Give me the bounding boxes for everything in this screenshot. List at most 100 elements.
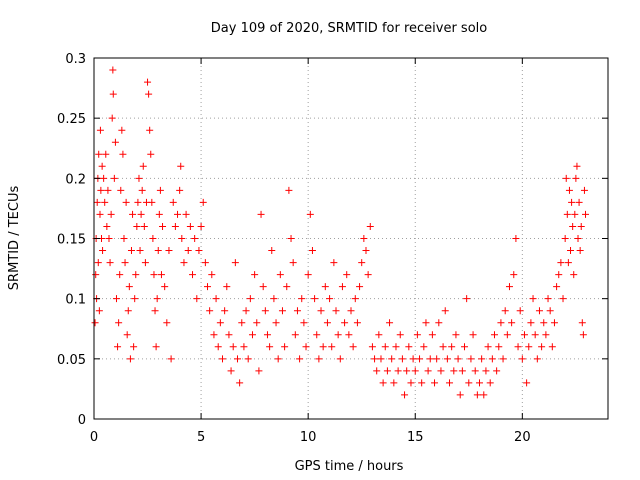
data-point [362,247,370,255]
data-point [130,343,138,351]
data-point [118,126,126,134]
data-point [571,210,579,218]
data-point [392,343,400,351]
y-axis-label: SRMTID / TECUs [7,186,22,291]
data-point [233,355,241,363]
data-point [293,307,301,315]
data-point [287,235,295,242]
data-point [525,343,533,351]
data-point [134,198,142,206]
data-point [567,247,575,255]
data-point [97,186,105,194]
data-point [379,379,387,387]
data-point [505,283,513,291]
data-point [450,367,458,375]
data-point [461,343,469,351]
data-point [501,307,509,315]
data-point [204,283,212,291]
data-point [149,235,157,242]
data-point [563,210,571,218]
data-point [336,355,344,363]
data-point [225,331,233,339]
data-point [291,331,299,339]
y-tick-label: 0.05 [57,353,86,368]
data-point [448,343,456,351]
data-point [140,222,148,230]
y-tick-label: 0.2 [65,172,86,187]
data-point [334,331,342,339]
data-point [119,150,127,158]
data-point [471,367,479,375]
y-tick-label: 0.1 [65,293,86,308]
data-point [396,331,404,339]
data-point [569,222,577,230]
data-point [124,307,132,315]
data-point [129,210,137,218]
data-point [121,259,129,267]
data-point [375,331,383,339]
data-point [270,295,278,303]
data-point [278,307,286,315]
data-point [308,247,316,255]
data-point [144,78,152,86]
data-point [516,307,524,315]
data-point [454,355,462,363]
data-point [161,283,169,291]
data-point [109,66,117,74]
data-point [469,331,477,339]
data-point [409,355,417,363]
data-point [319,343,327,351]
data-point [212,295,220,303]
data-point [422,319,430,327]
data-point [147,150,155,158]
data-point [544,295,552,303]
data-point [156,186,164,194]
data-point [313,331,321,339]
data-point [266,343,274,351]
data-point [94,259,102,267]
data-point [582,210,590,218]
data-point [405,343,413,351]
data-point [343,271,351,279]
data-point [360,235,368,242]
x-tick-label: 10 [300,430,317,445]
data-point [240,343,248,351]
x-axis-label: GPS time / hours [295,459,404,474]
data-point [296,355,304,363]
y-tick-label: 0.3 [65,52,86,67]
data-point [151,307,159,315]
data-point [206,307,214,315]
data-point [122,198,130,206]
data-point [251,271,259,279]
data-point [95,150,103,158]
data-point [418,379,426,387]
data-point [473,391,481,399]
data-point [520,331,528,339]
data-point [108,114,116,122]
data-point [300,319,308,327]
data-point [257,210,265,218]
data-point [242,307,250,315]
data-point [580,186,588,194]
data-point [208,271,216,279]
data-point [276,271,284,279]
data-point [133,222,141,230]
data-point [413,331,421,339]
data-point [456,391,464,399]
data-point [358,259,366,267]
data-point [214,343,222,351]
data-point [439,343,447,351]
data-point [180,259,188,267]
data-point [377,355,385,363]
data-point [373,367,381,375]
data-point [341,319,349,327]
data-point [104,186,112,194]
data-point [371,355,379,363]
data-point [186,222,194,230]
data-point [411,367,419,375]
data-point [123,331,131,339]
data-point [236,379,244,387]
data-points [91,66,590,399]
data-point [572,174,580,182]
